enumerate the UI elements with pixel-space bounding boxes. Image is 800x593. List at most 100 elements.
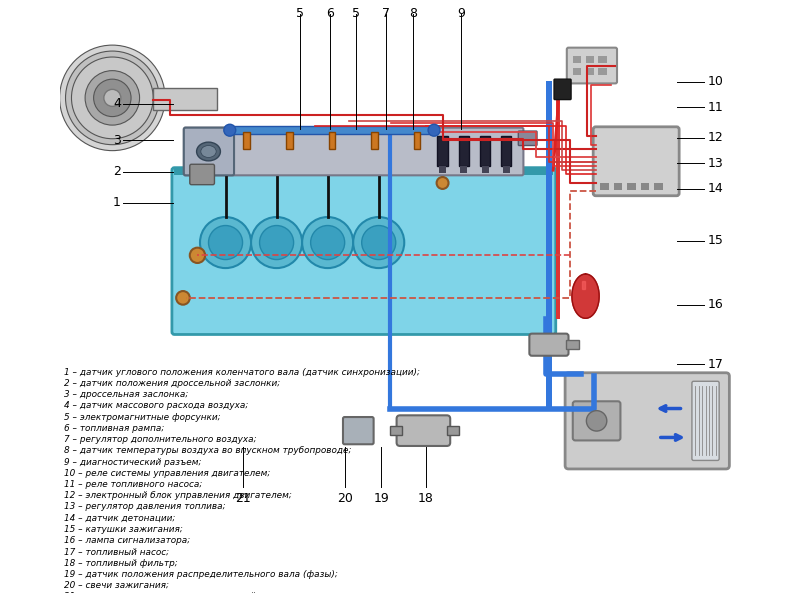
Text: 16: 16 xyxy=(708,298,724,311)
Circle shape xyxy=(224,125,236,136)
FancyBboxPatch shape xyxy=(397,415,450,446)
Bar xyxy=(243,132,250,149)
Bar xyxy=(414,132,421,149)
Text: 2 – датчик положения дроссельной заслонки;: 2 – датчик положения дроссельной заслонк… xyxy=(64,379,280,388)
Text: 12 – электронный блок управления двигателем;: 12 – электронный блок управления двигате… xyxy=(64,491,292,500)
Bar xyxy=(390,426,402,435)
Bar xyxy=(573,56,582,63)
Text: 7 – регулятор дополнительного воздуха;: 7 – регулятор дополнительного воздуха; xyxy=(64,435,257,444)
Bar xyxy=(447,426,458,435)
Text: 3: 3 xyxy=(113,134,121,147)
Circle shape xyxy=(209,225,242,260)
Circle shape xyxy=(104,90,121,106)
Circle shape xyxy=(586,410,607,431)
FancyBboxPatch shape xyxy=(518,131,537,145)
Circle shape xyxy=(176,291,190,305)
Bar xyxy=(371,132,378,149)
FancyBboxPatch shape xyxy=(567,47,617,84)
Bar xyxy=(586,56,594,63)
Text: 20: 20 xyxy=(337,492,353,505)
Text: 20 – свечи зажигания;: 20 – свечи зажигания; xyxy=(64,581,169,590)
Bar xyxy=(614,183,622,190)
Text: 4: 4 xyxy=(113,97,121,110)
Text: 9: 9 xyxy=(458,7,466,20)
Ellipse shape xyxy=(197,142,221,161)
Circle shape xyxy=(353,217,404,268)
FancyBboxPatch shape xyxy=(530,334,569,356)
Text: 18 – топливный фильтр;: 18 – топливный фильтр; xyxy=(64,559,178,568)
Polygon shape xyxy=(582,281,585,289)
Bar xyxy=(566,340,578,349)
Text: 19 – датчик положения распределительного вала (фазы);: 19 – датчик положения распределительного… xyxy=(64,570,338,579)
Text: 17 – топливный насос;: 17 – топливный насос; xyxy=(64,547,169,556)
Text: 10: 10 xyxy=(708,75,724,88)
Text: 15 – катушки зажигания;: 15 – катушки зажигания; xyxy=(64,525,182,534)
FancyBboxPatch shape xyxy=(343,417,374,444)
FancyBboxPatch shape xyxy=(184,127,234,176)
Text: 6: 6 xyxy=(326,7,334,20)
Text: 8 – датчик температуры воздуха во впускном трубопроводе;: 8 – датчик температуры воздуха во впускн… xyxy=(64,447,351,455)
Text: 5: 5 xyxy=(297,7,305,20)
Text: 6 – топливная рампа;: 6 – топливная рампа; xyxy=(64,424,164,433)
Text: 11 – реле топливного насоса;: 11 – реле топливного насоса; xyxy=(64,480,202,489)
Bar xyxy=(174,168,553,176)
Text: 5 – электромагнитные форсунки;: 5 – электромагнитные форсунки; xyxy=(64,413,221,422)
Circle shape xyxy=(302,217,353,268)
Bar xyxy=(641,183,650,190)
FancyBboxPatch shape xyxy=(554,79,571,100)
Text: 13 – регулятор давления топлива;: 13 – регулятор давления топлива; xyxy=(64,502,226,512)
Bar xyxy=(600,183,609,190)
Circle shape xyxy=(437,177,449,189)
FancyBboxPatch shape xyxy=(172,168,556,334)
Circle shape xyxy=(428,125,440,136)
Bar xyxy=(458,136,469,166)
FancyBboxPatch shape xyxy=(190,164,214,184)
Text: 19: 19 xyxy=(374,492,389,505)
Bar xyxy=(573,68,582,75)
Text: 1 – датчик углового положения коленчатого вала (датчик синхронизации);: 1 – датчик углового положения коленчатог… xyxy=(64,368,420,377)
Bar xyxy=(598,68,607,75)
Circle shape xyxy=(362,225,396,260)
Text: 10 – реле системы управления двигателем;: 10 – реле системы управления двигателем; xyxy=(64,469,270,478)
Bar xyxy=(556,81,560,319)
Text: 18: 18 xyxy=(418,492,434,505)
Bar xyxy=(502,136,511,166)
Text: 14 – датчик детонации;: 14 – датчик детонации; xyxy=(64,514,175,522)
FancyBboxPatch shape xyxy=(692,381,719,460)
Text: 4 – датчик массового расхода воздуха;: 4 – датчик массового расхода воздуха; xyxy=(64,401,248,410)
Text: 13: 13 xyxy=(708,157,724,170)
Text: 17: 17 xyxy=(708,358,724,371)
Text: 7: 7 xyxy=(382,7,390,20)
Bar xyxy=(230,126,434,135)
Text: 16 – лампа сигнализатора;: 16 – лампа сигнализатора; xyxy=(64,536,190,545)
Text: 9 – диагностический разъем;: 9 – диагностический разъем; xyxy=(64,458,202,467)
FancyBboxPatch shape xyxy=(184,127,523,176)
Circle shape xyxy=(66,51,159,145)
Text: 12: 12 xyxy=(708,132,724,144)
Text: 21 – датчик температуры охлаждающей жидкости.: 21 – датчик температуры охлаждающей жидк… xyxy=(64,592,307,593)
Circle shape xyxy=(71,57,153,139)
Bar xyxy=(461,166,467,173)
Circle shape xyxy=(190,248,205,263)
Bar xyxy=(286,132,293,149)
Bar xyxy=(586,68,594,75)
Circle shape xyxy=(94,79,131,117)
Bar xyxy=(654,183,663,190)
Circle shape xyxy=(310,225,345,260)
Bar xyxy=(438,136,448,166)
Polygon shape xyxy=(572,274,599,318)
Circle shape xyxy=(85,71,139,125)
Text: 5: 5 xyxy=(352,7,360,20)
Bar xyxy=(598,56,607,63)
FancyBboxPatch shape xyxy=(565,373,730,469)
Text: 15: 15 xyxy=(708,234,724,247)
Text: 2: 2 xyxy=(113,165,121,178)
FancyBboxPatch shape xyxy=(593,127,679,196)
Bar xyxy=(503,166,510,173)
Bar xyxy=(480,136,490,166)
Bar xyxy=(627,183,636,190)
Text: 3 – дроссельная заслонка;: 3 – дроссельная заслонка; xyxy=(64,390,188,399)
Ellipse shape xyxy=(201,145,216,158)
Circle shape xyxy=(200,217,251,268)
Text: 8: 8 xyxy=(409,7,417,20)
